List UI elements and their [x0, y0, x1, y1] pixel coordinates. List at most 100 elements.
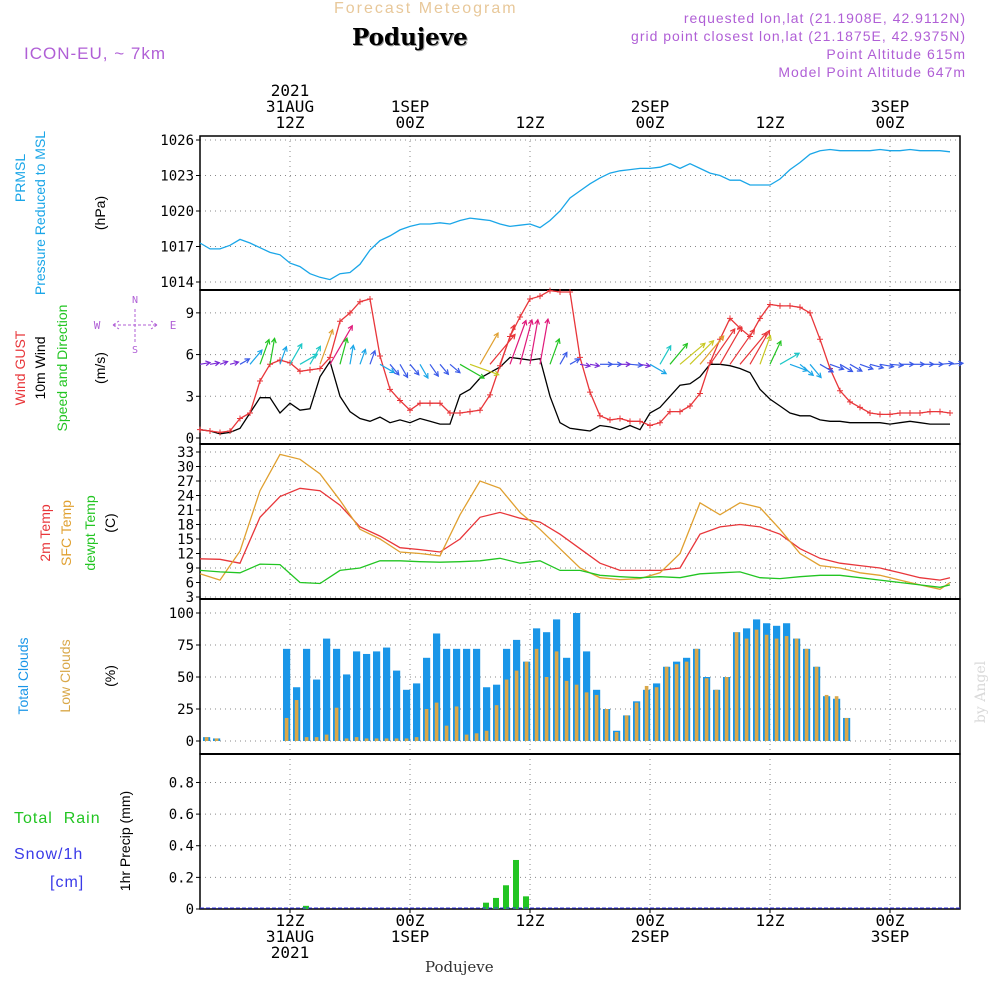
low-cloud-bar	[204, 737, 209, 741]
wind-direction-arrow	[389, 363, 400, 376]
wind-arrow-head	[562, 351, 568, 358]
y-tick-label: 0.2	[169, 870, 194, 886]
wind-arrow-head	[749, 328, 756, 335]
gust-marker	[387, 386, 393, 393]
y-tick-label: 3	[186, 389, 194, 405]
wind-direction-arrow	[859, 363, 874, 370]
gust-marker	[527, 295, 533, 302]
wind-arrow-head	[808, 370, 815, 377]
wind-arrow-head	[493, 370, 500, 377]
low-cloud-bar	[444, 725, 449, 741]
wind-direction-arrow	[779, 352, 800, 365]
gust-marker	[487, 391, 493, 398]
wind-arrow-head	[645, 362, 652, 369]
wind-direction-arrow	[329, 325, 353, 365]
wind-direction-arrow	[939, 362, 954, 365]
time-label-top: 00Z	[636, 113, 665, 132]
gust-marker	[927, 408, 933, 415]
gust-marker	[377, 352, 383, 359]
low-cloud-bar	[374, 738, 379, 741]
total-cloud-bar	[463, 648, 471, 741]
y-tick-label: 6	[186, 576, 194, 592]
wind-arrow-head	[867, 364, 875, 371]
low-cloud-bar	[604, 709, 609, 741]
gust-marker	[337, 318, 343, 325]
wind-direction-arrow	[769, 340, 782, 365]
low-cloud-bar	[214, 738, 219, 741]
footer-location: Podujeve	[425, 958, 494, 976]
wind-arrow-head	[729, 327, 736, 335]
total-cloud-bar	[443, 648, 451, 741]
wind-arrow-head	[637, 362, 644, 368]
point-altitude: Point Altitude 615m	[826, 46, 966, 62]
wind-direction-arrow	[649, 363, 667, 375]
y-tick-label: 24	[177, 489, 194, 505]
wind-direction-arrow	[569, 358, 580, 365]
total-cloud-bar	[473, 648, 481, 741]
snow-unit-label: [cm]	[50, 874, 85, 891]
gust-marker	[637, 418, 643, 425]
wind-direction-arrow	[889, 363, 904, 367]
total-cloud-bar	[363, 653, 371, 741]
rain-bar	[523, 896, 529, 909]
wind-arrow-head	[214, 360, 221, 367]
wind-arrow-head	[443, 369, 450, 376]
wind-direction-arrow	[949, 362, 964, 365]
wind-direction-arrow	[399, 364, 409, 378]
total-cloud-bar	[453, 648, 461, 741]
low-cloud-bar	[434, 702, 439, 741]
wind-arrow-head	[264, 338, 271, 345]
y-tick-label: 9	[186, 561, 194, 577]
requested-coords: requested lon,lat (21.1908E, 42.9112N)	[683, 10, 966, 26]
wind-arrow-head	[233, 360, 240, 366]
y-tick-label: 25	[177, 702, 194, 718]
wind-direction-arrow	[309, 346, 321, 365]
low-cloud-bar	[484, 730, 489, 741]
model-label: ICON-EU, ~ 7km	[24, 44, 166, 63]
low-cloud-bar	[644, 685, 649, 741]
gust-marker	[817, 336, 823, 343]
time-label-top: 31AUG	[266, 97, 314, 116]
wind-arrow-head	[393, 369, 400, 376]
time-label-top: 00Z	[876, 113, 905, 132]
location-title: Podujeve	[352, 24, 468, 51]
panel-frame	[199, 753, 961, 910]
gust-marker	[477, 407, 483, 414]
total-cloud-bar	[403, 689, 411, 741]
wind-arrow-head	[222, 360, 229, 366]
wind-direction-arrow	[369, 350, 376, 365]
wind-direction-arrow	[849, 363, 863, 372]
low-cloud-bar	[464, 734, 469, 741]
wind-direction-arrow	[729, 329, 755, 365]
wind-arrow-head	[521, 319, 528, 326]
wind-arrow-head	[328, 328, 334, 335]
panel-frame	[199, 135, 961, 291]
total-cloud-bar	[283, 648, 291, 741]
gust-marker	[397, 397, 403, 404]
wind-direction-arrow	[839, 363, 853, 373]
y-tick-label: 50	[177, 670, 194, 686]
gust-marker	[547, 287, 553, 294]
y-tick-label: 0	[186, 431, 194, 447]
gust-marker	[207, 428, 213, 435]
low-cloud-bar	[514, 670, 519, 741]
low-cloud-bar	[774, 638, 779, 741]
wind-direction-arrow	[489, 334, 516, 365]
y-tick-label: 12	[177, 547, 194, 563]
sfc-temp-line	[199, 453, 951, 590]
y-tick-label: 1014	[160, 275, 194, 291]
low-cloud-bar	[584, 692, 589, 741]
wind-direction-arrow	[549, 338, 560, 365]
time-label-bottom: 12Z	[516, 911, 545, 930]
y-tick-label: 27	[177, 474, 194, 490]
time-label-bottom: 2021	[271, 943, 310, 962]
wind-direction-arrow	[199, 361, 211, 365]
gust-marker	[857, 404, 863, 411]
y-tick-label: 9	[186, 306, 194, 322]
low-cloud-bar	[384, 738, 389, 741]
wind-arrow-head	[736, 325, 743, 332]
low-cloud-bar	[404, 738, 409, 741]
wind-arrow-head	[594, 362, 601, 369]
gust-marker	[367, 295, 373, 302]
